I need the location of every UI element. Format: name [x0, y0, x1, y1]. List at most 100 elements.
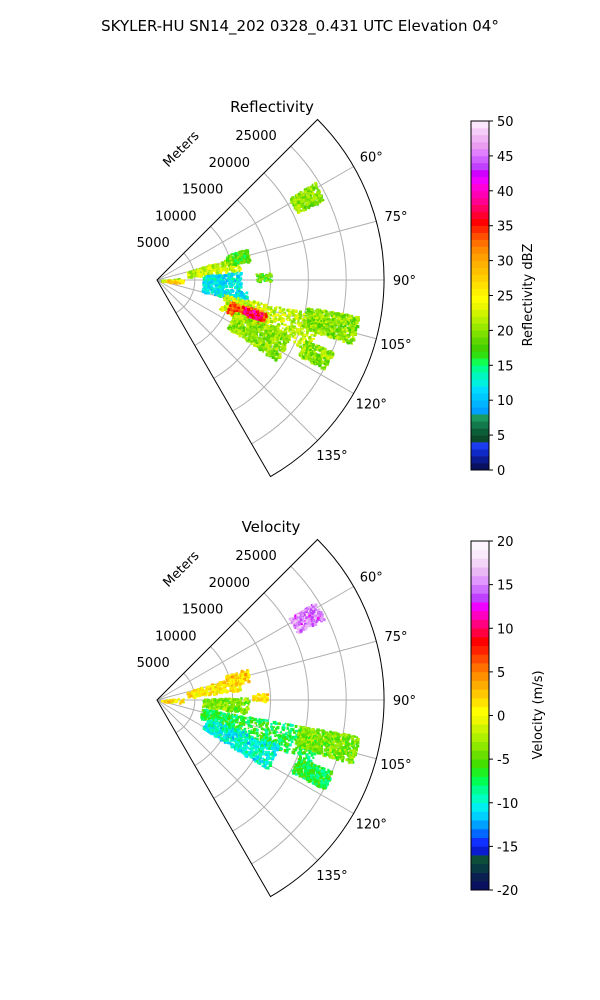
reflectivity-colorbar-swatch — [471, 246, 489, 254]
velocity-colorbar-swatch — [471, 872, 489, 882]
reflectivity-title: Reflectivity — [230, 98, 314, 116]
velocity-echo-region — [202, 697, 251, 715]
velocity-colorbar-swatch — [471, 636, 489, 647]
reflectivity-azimuth-tick-label: 105° — [380, 338, 411, 353]
reflectivity-colorbar-tick-label: 5 — [497, 429, 505, 444]
velocity-sector-outline — [156, 538, 385, 898]
velocity-colorbar-swatch — [471, 610, 489, 620]
velocity-colorbar-swatch — [471, 680, 489, 690]
reflectivity-colorbar-swatch — [471, 365, 489, 373]
velocity-azimuth-gridline — [156, 640, 377, 701]
reflectivity-range-tick-label: 5000 — [137, 236, 170, 251]
reflectivity-echo-region — [290, 181, 325, 214]
reflectivity-radial-axis-label: Meters — [161, 128, 203, 170]
reflectivity-range-tick-label: 20000 — [209, 156, 250, 171]
velocity-colorbar-tick-label: 0 — [497, 710, 505, 725]
reflectivity-colorbar-swatch — [471, 330, 489, 338]
reflectivity-colorbar-swatch — [471, 372, 489, 380]
velocity-colorbar-tick-label: -20 — [497, 884, 518, 899]
velocity-colorbar: -20 -15 -10 -5 0 5 10 15 20 — [470, 535, 518, 899]
velocity-radial-axis-label: Meters — [161, 548, 203, 590]
reflectivity-colorbar-swatch — [471, 176, 489, 185]
reflectivity-colorbar-tick-label: 40 — [497, 185, 514, 200]
velocity-colorbar-swatch — [471, 767, 489, 777]
reflectivity-range-tick-label: 15000 — [182, 183, 223, 198]
velocity-colorbar-swatch — [471, 541, 489, 551]
reflectivity-colorbar-swatch — [471, 260, 489, 268]
velocity-colorbar-swatch — [471, 881, 489, 891]
reflectivity-range-ring — [251, 145, 347, 445]
velocity-range-tick-label: 20000 — [209, 576, 250, 591]
reflectivity-colorbar-swatch — [471, 190, 489, 199]
velocity-colorbar-swatch — [471, 663, 489, 673]
reflectivity-echo-region — [255, 272, 273, 284]
reflectivity-colorbar-swatch — [471, 344, 489, 352]
reflectivity-colorbar-swatch — [471, 127, 489, 136]
velocity-colorbar-swatch — [471, 671, 489, 681]
reflectivity-echo-region — [165, 279, 185, 285]
velocity-colorbar-swatch — [471, 855, 489, 865]
velocity-colorbar-swatch — [471, 820, 489, 830]
velocity-colorbar-swatch — [471, 724, 489, 734]
reflectivity-colorbar-swatch — [471, 358, 489, 366]
velocity-colorbar-swatch — [471, 628, 489, 638]
reflectivity-colorbar-tick-label: 50 — [497, 115, 514, 130]
velocity-echo-region — [252, 693, 270, 704]
velocity-colorbar-swatch — [471, 567, 489, 577]
velocity-echo-region — [291, 757, 334, 790]
reflectivity-colorbar: 0 5 10 15 20 25 30 35 40 45 50 — [470, 115, 514, 479]
velocity-colorbar-swatch — [471, 593, 489, 603]
reflectivity-colorbar-swatch — [471, 141, 489, 150]
reflectivity-colorbar-tick-label: 15 — [497, 359, 514, 374]
velocity-echo-region — [288, 603, 327, 634]
velocity-range-ring — [251, 565, 347, 865]
reflectivity-colorbar-swatch — [471, 204, 489, 213]
reflectivity-colorbar-tick-label: 0 — [497, 464, 505, 479]
velocity-colorbar-swatch — [471, 602, 489, 612]
velocity-range-tick-label: 5000 — [137, 656, 170, 671]
reflectivity-azimuth-tick-label: 135° — [316, 449, 347, 464]
reflectivity-colorbar-swatch — [471, 134, 489, 143]
reflectivity-colorbar-swatch — [471, 218, 489, 226]
reflectivity-echo-region — [225, 249, 252, 267]
velocity-colorbar-swatch — [471, 750, 489, 760]
reflectivity-echo-region — [227, 311, 292, 362]
reflectivity-colorbar-swatch — [471, 379, 489, 387]
reflectivity-colorbar-swatch — [471, 288, 489, 296]
reflectivity-colorbar-tick-label: 45 — [497, 150, 514, 165]
velocity-range-tick-label: 15000 — [182, 603, 223, 618]
reflectivity-colorbar-swatch — [471, 456, 489, 464]
velocity-title: Velocity — [242, 518, 301, 536]
velocity-colorbar-swatch — [471, 828, 489, 838]
velocity-colorbar-swatch — [471, 698, 489, 708]
velocity-colorbar-tick-label: 15 — [497, 579, 514, 594]
reflectivity-range-tick-label: 25000 — [235, 129, 276, 144]
reflectivity-colorbar-swatch — [471, 316, 489, 324]
reflectivity-colorbar-swatch — [471, 463, 489, 471]
reflectivity-colorbar-swatch — [471, 309, 489, 317]
reflectivity-colorbar-swatch — [471, 393, 489, 401]
velocity-range-tick-label: 10000 — [155, 629, 196, 644]
velocity-range-ring — [213, 619, 271, 799]
velocity-colorbar-swatch — [471, 549, 489, 559]
reflectivity-colorbar-tick-label: 10 — [497, 394, 514, 409]
reflectivity-range-ring — [175, 252, 196, 314]
velocity-colorbar-swatch — [471, 794, 489, 804]
reflectivity-colorbar-swatch — [471, 232, 489, 240]
reflectivity-colorbar-swatch — [471, 162, 489, 171]
velocity-colorbar-swatch — [471, 846, 489, 856]
velocity-colorbar-swatch — [471, 811, 489, 821]
velocity-colorbar-swatch — [471, 706, 489, 716]
velocity-echo-region — [294, 725, 360, 765]
velocity-colorbar-swatch — [471, 863, 489, 873]
reflectivity-colorbar-swatch — [471, 239, 489, 247]
reflectivity-azimuth-gridline — [156, 279, 318, 441]
reflectivity-echo-region — [301, 307, 360, 345]
reflectivity-colorbar-swatch — [471, 295, 489, 303]
velocity-colorbar-swatch — [471, 741, 489, 751]
velocity-colorbar-tick-label: 5 — [497, 666, 505, 681]
reflectivity-colorbar-swatch — [471, 400, 489, 408]
velocity-azimuth-gridline — [156, 699, 318, 861]
velocity-colorbar-swatch — [471, 619, 489, 629]
